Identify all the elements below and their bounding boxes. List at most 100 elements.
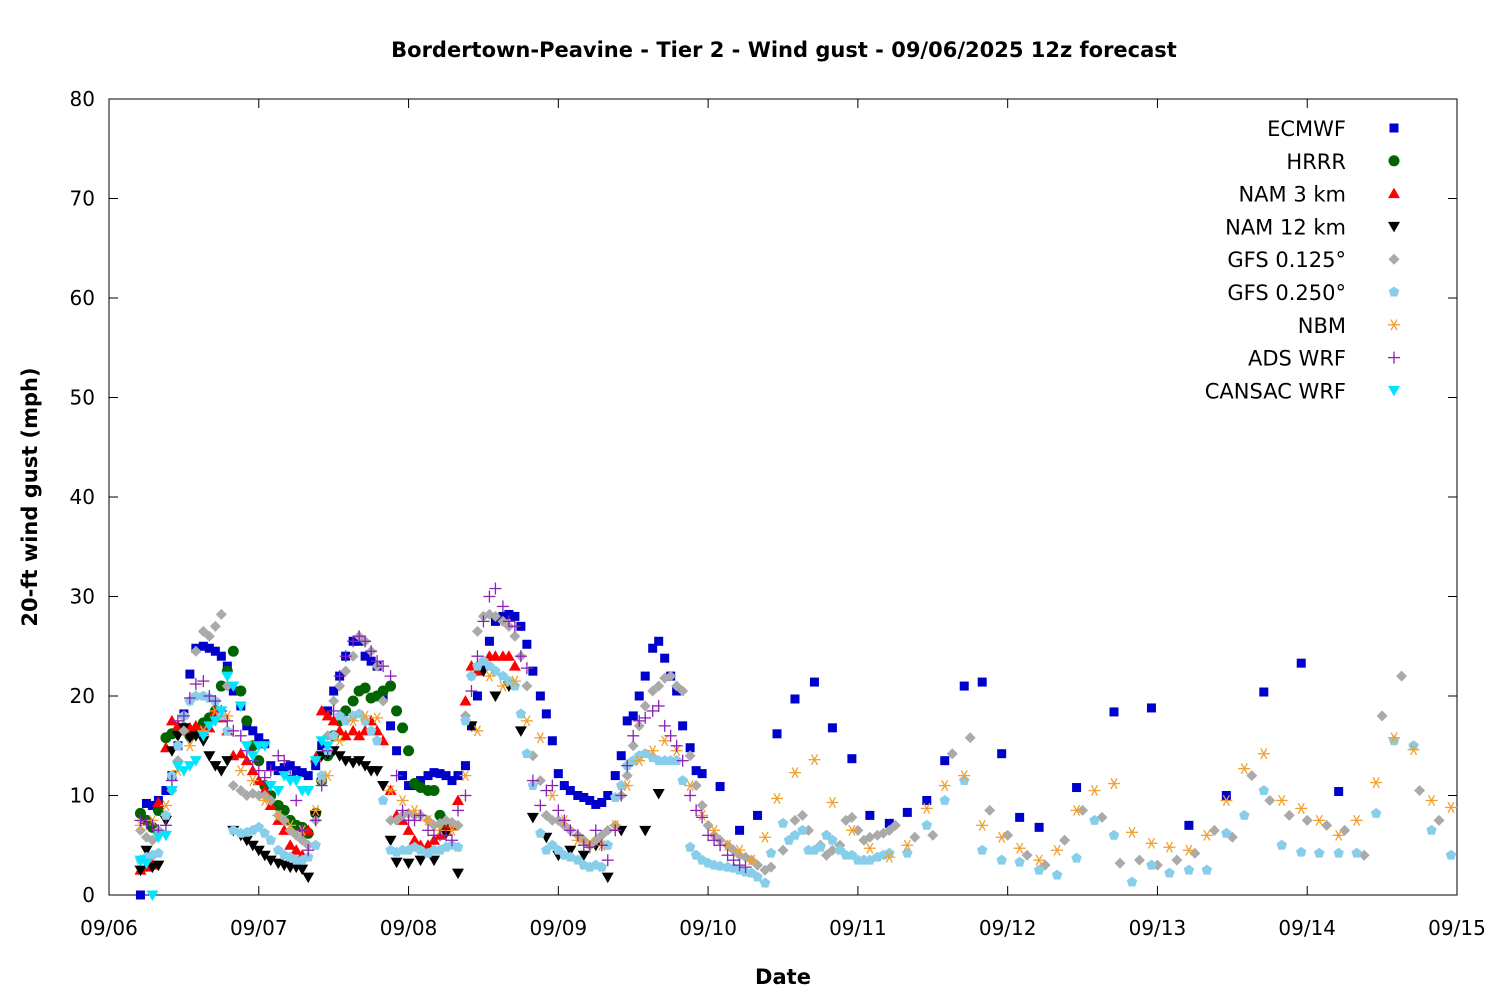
data-point-nam-3-km [165, 714, 178, 726]
data-point-nbm [284, 819, 297, 831]
data-point-hrrr [428, 785, 440, 797]
data-point-nam-12-km [171, 731, 184, 742]
data-point-nam-12-km [302, 872, 315, 884]
data-point-gfs-0-125 [621, 770, 633, 782]
data-point-nam-12-km [639, 825, 652, 837]
data-point-gfs-0-250 [1445, 849, 1457, 860]
data-point-nbm [483, 670, 496, 682]
data-point-ecmwf [977, 677, 987, 687]
data-point-ecmwf [453, 771, 463, 781]
data-point-gfs-0-125 [203, 630, 215, 642]
data-point-ads-wrf [134, 814, 147, 827]
data-point-gfs-0-125 [1002, 829, 1014, 841]
data-point-nbm [396, 794, 409, 806]
data-point-gfs-0-125 [639, 700, 651, 712]
data-point-nbm [1350, 814, 1363, 826]
data-point-ecmwf [603, 791, 613, 800]
data-point-gfs-0-250 [921, 819, 933, 830]
data-point-nbm [1051, 844, 1064, 856]
data-point-ecmwf [640, 671, 650, 681]
data-point-nam-12-km [264, 855, 277, 867]
data-point-gfs-0-125 [1414, 785, 1426, 797]
data-point-nbm [508, 675, 521, 687]
data-point-ads-wrf [189, 678, 202, 691]
data-point-gfs-0-250 [864, 854, 876, 865]
data-point-gfs-0-250 [797, 824, 808, 835]
legend-label: HRRR [1286, 150, 1346, 174]
data-point-ecmwf [210, 646, 220, 656]
data-point-ads-wrf [508, 620, 521, 633]
data-point-cansac-wrf [278, 771, 291, 782]
data-point-ecmwf [285, 761, 295, 771]
data-point-ecmwf [472, 691, 482, 701]
data-point-ads-wrf [197, 675, 210, 688]
data-point-ads-wrf [209, 694, 222, 707]
data-point-nam-3-km [189, 719, 202, 731]
data-point-gfs-0-125 [546, 814, 558, 826]
data-point-gfs-0-125 [534, 775, 546, 787]
data-point-ads-wrf [540, 784, 553, 797]
data-point-ads-wrf [371, 655, 384, 668]
x-tick-label: 09/13 [1129, 916, 1187, 940]
data-point-gfs-0-250 [371, 735, 383, 746]
series-gfs-0-250 [135, 655, 1457, 888]
data-point-nam-12-km [252, 845, 265, 857]
data-point-ads-wrf [627, 729, 640, 742]
data-point-nam-12-km [353, 756, 366, 767]
data-point-nbm [321, 770, 334, 782]
data-point-gfs-0-125 [471, 625, 483, 637]
data-point-gfs-0-125 [752, 859, 764, 871]
chart-title: Bordertown-Peavine - Tier 2 - Wind gust … [391, 38, 1177, 62]
data-point-nam-3-km [321, 709, 334, 721]
x-tick-label: 09/10 [679, 916, 737, 940]
data-point-ecmwf [1072, 783, 1082, 793]
data-point-ads-wrf [408, 814, 421, 827]
data-point-ads-wrf [520, 662, 533, 675]
data-point-ads-wrf [278, 754, 291, 767]
data-point-nbm [883, 851, 896, 863]
data-point-ads-wrf [414, 809, 427, 822]
data-point-ecmwf [922, 795, 932, 805]
data-point-ads-wrf [652, 699, 665, 712]
data-point-gfs-0-125 [927, 829, 939, 841]
data-point-nam-12-km [333, 751, 346, 762]
legend-marker [1389, 123, 1399, 133]
data-point-nbm [745, 854, 758, 866]
data-point-ecmwf [1184, 820, 1194, 830]
data-point-nam-3-km [290, 844, 303, 855]
data-point-nbm [1425, 794, 1438, 806]
y-axis-label: 20-ft wind gust (mph) [18, 367, 42, 626]
data-point-gfs-0-125 [278, 814, 290, 826]
legend-label: ADS WRF [1248, 347, 1346, 371]
data-point-gfs-0-125 [702, 819, 714, 831]
data-point-ads-wrf [159, 819, 172, 832]
data-point-nam-12-km [240, 835, 253, 847]
data-point-hrrr [397, 722, 409, 734]
data-point-ads-wrf [534, 799, 547, 812]
data-point-ecmwf [429, 768, 439, 778]
legend-marker [1388, 319, 1400, 331]
data-point-nbm [808, 754, 821, 766]
data-point-ads-wrf [471, 650, 484, 663]
data-point-ads-wrf [721, 849, 734, 862]
data-point-gfs-0-250 [677, 775, 688, 786]
data-point-ads-wrf [714, 839, 727, 852]
data-point-ads-wrf [571, 829, 584, 842]
data-point-nbm [1388, 732, 1401, 744]
data-point-nbm [1125, 826, 1138, 838]
data-point-ecmwf [522, 639, 532, 649]
data-point-nam-12-km [203, 751, 216, 762]
data-point-ads-wrf [739, 861, 752, 874]
y-tick-label: 80 [70, 87, 95, 111]
data-point-nbm [1445, 801, 1458, 813]
data-point-gfs-0-125 [253, 790, 265, 801]
legend-marker [1388, 253, 1400, 265]
data-point-ecmwf [441, 771, 451, 781]
data-point-ads-wrf [502, 615, 515, 628]
data-point-ads-wrf [601, 854, 614, 867]
data-point-gfs-0-250 [310, 839, 321, 850]
data-point-hrrr [215, 680, 227, 692]
data-point-cansac-wrf [258, 741, 271, 752]
data-point-ads-wrf [365, 645, 378, 658]
data-point-ecmwf [1296, 658, 1306, 668]
